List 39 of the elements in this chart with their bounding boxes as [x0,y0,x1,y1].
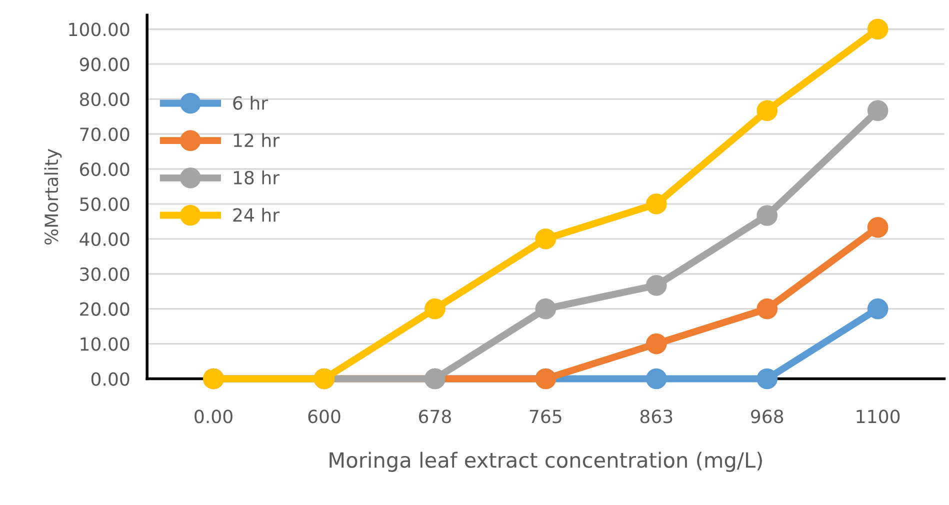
point [867,18,888,40]
y-tick-label: 0.00 [91,372,130,386]
y-tick-label: 80.00 [80,92,130,106]
y-tick-label: 100.00 [69,22,130,36]
x-tick-label: 968 [751,410,784,424]
point [756,100,778,122]
point [535,298,556,320]
y-tick-label: 30.00 [80,267,130,281]
point [867,100,888,122]
point [424,298,446,320]
point [535,228,556,250]
point [646,368,667,390]
legend-label: 6 hr [233,96,268,110]
point [867,216,888,238]
point [646,274,667,296]
x-tick-label: 863 [640,410,672,424]
y-tick-label: 90.00 [80,58,130,72]
point [646,333,667,354]
x-tick-label: 0.00 [194,410,232,424]
y-axis-title: %Mortality [44,148,62,245]
x-tick-label: 600 [308,410,340,424]
legend-label: 24 hr [233,208,280,222]
y-tick-label: 60.00 [80,162,130,176]
legend-label: 12 hr [234,133,280,147]
point [756,368,778,390]
x-tick-label: 765 [530,410,562,424]
point [646,194,667,214]
x-tick-label: 678 [418,410,451,424]
legend-label: 18 hr [234,170,280,184]
y-tick-label: 50.00 [80,197,130,212]
x-tick-label: 1100 [856,410,900,424]
y-tick-label: 20.00 [80,302,130,316]
point [756,298,778,320]
y-tick-label: 70.00 [80,127,130,142]
x-axis-title: Moringa leaf extract concentration (mg/L) [330,452,762,472]
y-tick-label: 40.00 [80,232,130,246]
point [756,205,778,226]
y-tick-label: 10.00 [80,337,130,351]
point [867,298,888,320]
